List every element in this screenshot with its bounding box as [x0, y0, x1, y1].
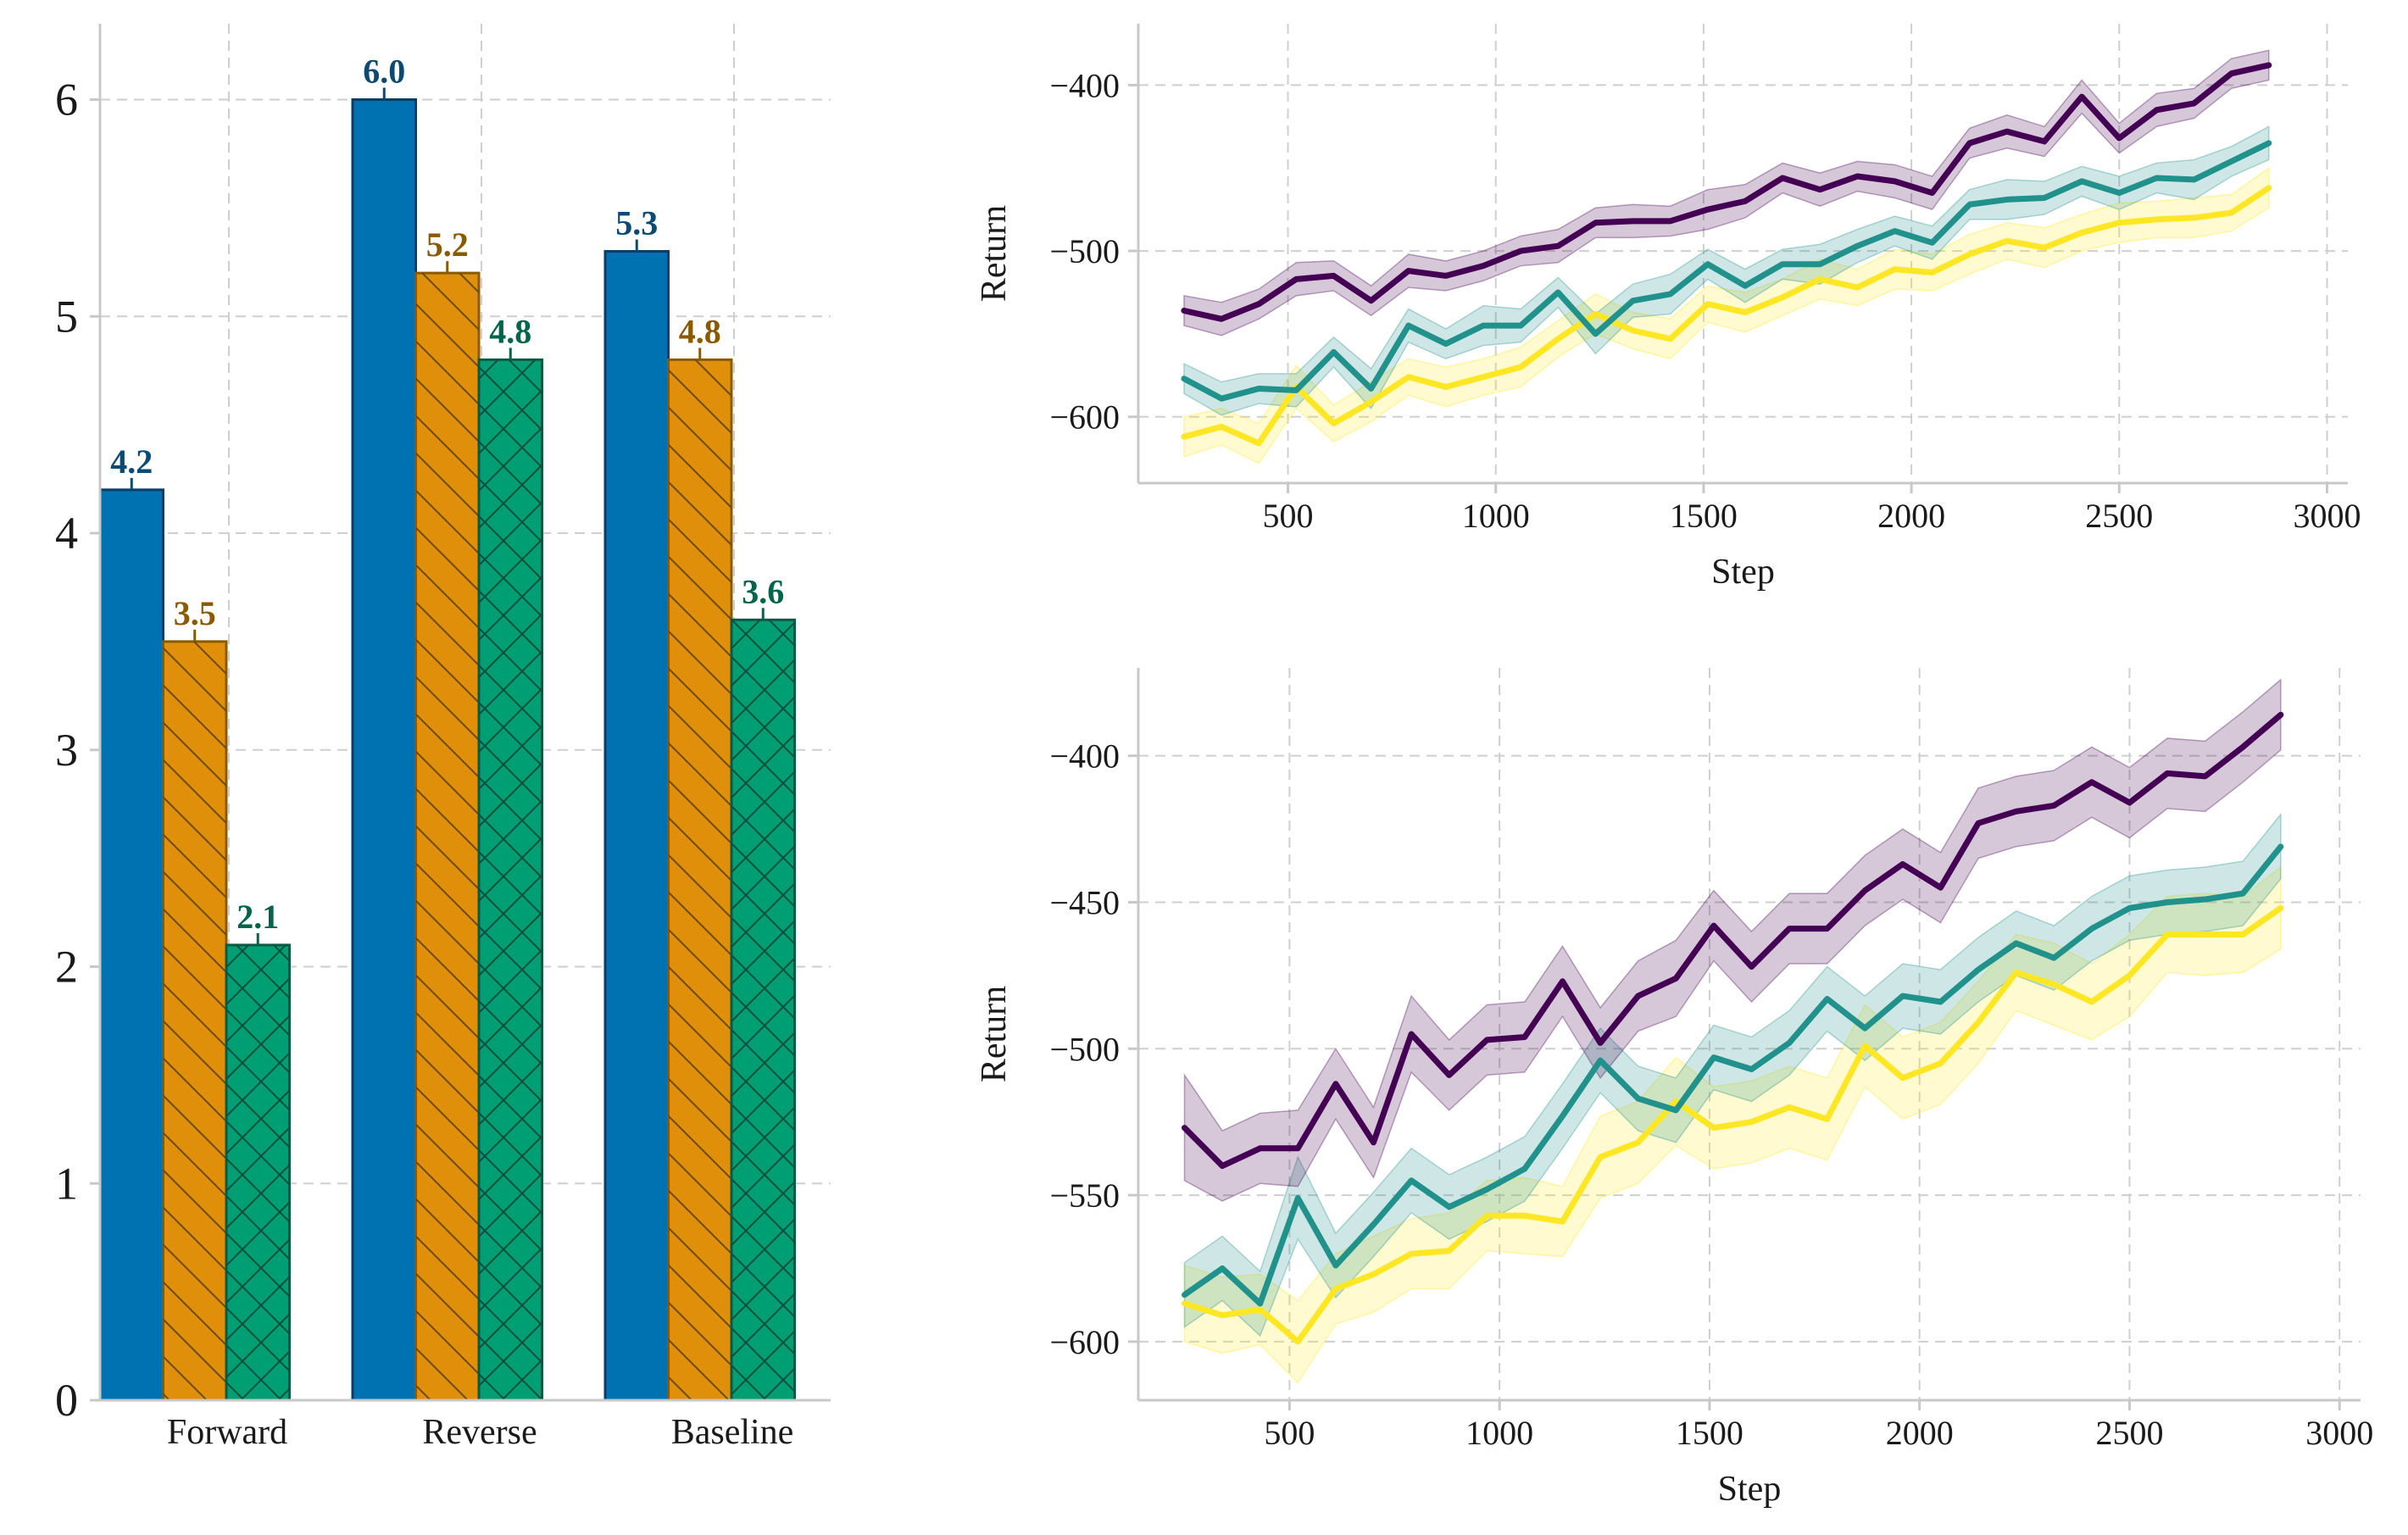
- line-ytick-label: −400: [1049, 66, 1120, 104]
- line-ytick-label: −550: [1049, 1176, 1120, 1215]
- line-gridlines: [1138, 24, 2348, 483]
- bar-value-label: 3.6: [742, 572, 784, 610]
- line-ytick-label: −600: [1049, 398, 1120, 437]
- line-axes: 500 1000 1500 2000 2500 3000 −400 −500 −600 Step R…: [975, 24, 2361, 592]
- line-xtick-label: 500: [1263, 497, 1314, 535]
- line-ytick-label: −600: [1049, 1323, 1120, 1361]
- bar-baseline-series1: [603, 250, 670, 1402]
- line-x-axis-label: Step: [1711, 553, 1775, 592]
- line-series-teal: [1182, 843, 2284, 1307]
- bar-category-label: Forward: [167, 1413, 287, 1452]
- bar-value-label: 5.2: [426, 225, 469, 264]
- bar-hatch-diag: [668, 359, 731, 1401]
- bar-value-label: 4.2: [110, 442, 153, 481]
- bar-chart-panel: 4.2 6.0 5.3 3.5 5.2 4.8 2.1 4.8 3.6 0 1 2 3 4 5 6 Forwa…: [55, 24, 831, 1452]
- line-chart-top-panel: 500 1000 1500 2000 2500 3000 −400 −500 −600 Step R…: [975, 24, 2361, 592]
- line-ytick-label: −400: [1049, 737, 1120, 776]
- line-y-axis-label: Return: [975, 986, 1014, 1082]
- bar-hatch-cross: [479, 359, 542, 1401]
- line-series-yellow: [1182, 904, 2284, 1345]
- line-series-group: [1182, 678, 2284, 1384]
- bar-reverse-series1: [351, 98, 417, 1402]
- bar-value-label: 2.1: [236, 898, 279, 936]
- bar-hatch-cross: [226, 944, 290, 1400]
- line-xtick-label: 3000: [2305, 1414, 2373, 1452]
- line-ytick-label: −450: [1049, 883, 1120, 921]
- line-band-purple: [1183, 678, 2282, 1202]
- bar-category-label: Baseline: [671, 1413, 794, 1452]
- line-band-purple: [1183, 49, 2270, 336]
- bar-marks: 4.2 6.0 5.3 3.5 5.2 4.8 2.1 4.8 3.6: [98, 53, 796, 1402]
- line-xtick-label: 1000: [1462, 497, 1530, 535]
- bar-hatch-cross: [731, 620, 795, 1400]
- line-xtick-label: 2500: [2085, 497, 2153, 535]
- line-ytick-label: −500: [1049, 232, 1120, 270]
- bar-ytick-label: 1: [55, 1158, 78, 1209]
- bar-ytick-label: 4: [55, 508, 78, 559]
- line-series-purple: [1181, 62, 2272, 322]
- line-ytick-label: −500: [1049, 1030, 1120, 1068]
- line-series-teal: [1181, 140, 2272, 402]
- bar-ytick-label: 0: [55, 1375, 78, 1426]
- bar-ytick-label: 2: [55, 942, 78, 993]
- line-series-yellow: [1181, 185, 2272, 447]
- line-series-group: [1181, 49, 2272, 464]
- line-axes: 500 1000 1500 2000 2500 3000 −400 −450 −500 −550 −…: [975, 668, 2373, 1509]
- line-xtick-label: 1500: [1676, 1414, 1743, 1452]
- bar-category-label: Reverse: [422, 1413, 537, 1452]
- bar-forward-series1: [98, 488, 164, 1402]
- line-xtick-label: 1500: [1670, 497, 1738, 535]
- bar-hatch-diag: [415, 273, 479, 1400]
- bar-value-label: 5.3: [615, 204, 658, 242]
- line-xtick-label: 2500: [2095, 1414, 2163, 1452]
- line-series-purple: [1182, 711, 2284, 1170]
- line-xtick-label: 500: [1264, 1414, 1315, 1452]
- line-y-axis-label: Return: [975, 205, 1014, 302]
- bar-value-label: 6.0: [363, 53, 405, 91]
- line-chart-bottom-panel: 500 1000 1500 2000 2500 3000 −400 −450 −500 −550 −…: [975, 668, 2373, 1509]
- bar-value-label: 4.8: [489, 312, 531, 350]
- bar-value-label: 3.5: [174, 594, 216, 632]
- bar-ytick-label: 5: [55, 291, 78, 342]
- line-xtick-label: 2000: [1886, 1414, 1954, 1452]
- line-xtick-label: 2000: [1877, 497, 1945, 535]
- line-xtick-label: 1000: [1465, 1414, 1533, 1452]
- line-x-axis-label: Step: [1718, 1470, 1782, 1509]
- bar-ytick-label: 3: [55, 725, 78, 776]
- bar-hatch-diag: [163, 641, 226, 1400]
- bar-axes: 0 1 2 3 4 5 6 Forward Reverse Baseline: [55, 24, 831, 1452]
- line-xtick-label: 3000: [2293, 497, 2361, 535]
- bar-ytick-label: 6: [55, 75, 78, 125]
- bar-value-label: 4.8: [679, 312, 721, 350]
